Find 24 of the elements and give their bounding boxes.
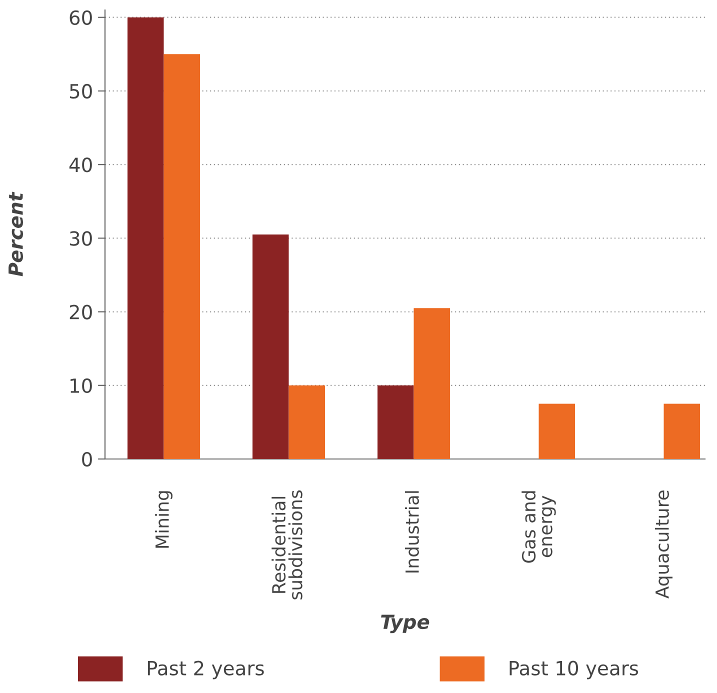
x-tick-label: Industrial (405, 491, 419, 572)
bar (252, 234, 289, 459)
y-tick-label: 60 (70, 10, 92, 26)
x-tick-label: Aquaculture (655, 490, 672, 598)
bar (164, 54, 200, 459)
y-tick-label: 40 (69, 158, 92, 172)
legend-label: Past 10 years (510, 660, 638, 680)
y-tick-label: 20 (70, 304, 92, 320)
x-tick-label: Residential subdivisions (272, 490, 302, 600)
x-tick-label: Gas and energy (522, 491, 556, 563)
legend-label: Past 2 years (148, 660, 264, 680)
x-axis-title: Type (381, 614, 430, 634)
bar (288, 385, 325, 459)
bar (538, 404, 575, 459)
bar (664, 404, 700, 459)
bar (128, 17, 164, 459)
bar (414, 308, 450, 459)
bar (378, 385, 414, 459)
x-tick-label: Mining (155, 491, 172, 548)
y-tick-label: 30 (70, 231, 92, 246)
y-tick-label: 0 (82, 452, 92, 467)
y-tick-label: 10 (70, 378, 92, 394)
y-tick-label: 50 (70, 84, 92, 99)
y-axis-title: Percent (8, 192, 24, 276)
